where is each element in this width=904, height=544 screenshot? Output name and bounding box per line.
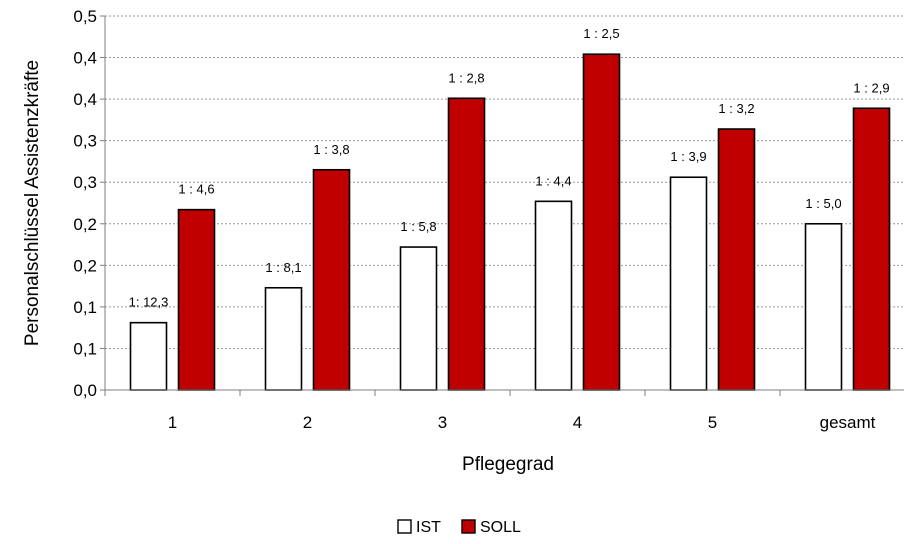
y-tick-label: 0,3 <box>73 173 97 192</box>
bar-ist <box>534 200 573 391</box>
y-tick-label: 0,0 <box>73 381 97 400</box>
bar-ist <box>264 286 303 391</box>
bar-soll <box>447 97 486 391</box>
data-label: 1 : 8,1 <box>265 260 301 275</box>
bars <box>129 53 891 391</box>
y-tick-label: 0,5 <box>73 7 97 26</box>
x-tick-labels: 1 2 3 4 5 gesamt <box>168 413 876 432</box>
data-label: 1 : 2,8 <box>448 70 484 85</box>
legend: IST SOLL <box>397 519 521 536</box>
bar-ist <box>399 246 438 391</box>
legend-swatch-ist <box>397 519 412 534</box>
data-label: 1 : 3,2 <box>718 101 754 116</box>
y-tick-labels: 0,0 0,1 0,1 0,2 0,2 0,3 0,3 0,4 0,4 0,5 <box>73 7 97 400</box>
bar-ist <box>804 222 843 391</box>
x-tick-label: 3 <box>438 413 447 432</box>
y-tick-label: 0,2 <box>73 256 97 275</box>
x-tick-label: 5 <box>708 413 717 432</box>
bar-soll <box>312 168 351 391</box>
data-label: 1 : 5,0 <box>805 196 841 211</box>
y-tick-label: 0,1 <box>73 298 97 317</box>
x-tick-label: 1 <box>168 413 177 432</box>
x-axis-title: Pflegegrad <box>462 454 554 475</box>
y-tick-label: 0,1 <box>73 339 97 358</box>
bar-soll <box>852 107 891 391</box>
legend-label: IST <box>416 519 441 536</box>
data-label: 1 : 5,8 <box>400 219 436 234</box>
y-tick-label: 0,2 <box>73 215 97 234</box>
bar-soll <box>717 128 756 391</box>
bar-soll <box>582 53 621 391</box>
x-tick-label: gesamt <box>820 413 876 432</box>
data-labels: 1: 12,3 1 : 4,6 1 : 8,1 1 : 3,8 1 : 5,8 1 : 2… <box>129 26 890 309</box>
legend-swatch-soll <box>461 519 476 534</box>
data-label: 1 : 4,4 <box>535 173 571 188</box>
y-tick-label: 0,3 <box>73 132 97 151</box>
data-label: 1 : 2,9 <box>853 80 889 95</box>
legend-label: SOLL <box>480 519 521 536</box>
x-tick-label: 4 <box>573 413 582 432</box>
bar-ist <box>669 176 708 391</box>
gridlines <box>105 15 904 349</box>
data-label: 1 : 3,8 <box>313 142 349 157</box>
y-axis-title: Personalschlüssel Assistenzkräfte <box>22 60 43 346</box>
y-tick-label: 0,4 <box>73 90 97 109</box>
axes <box>100 15 904 396</box>
data-label: 1 : 3,9 <box>670 149 706 164</box>
x-tick-label: 2 <box>303 413 312 432</box>
data-label: 1 : 4,6 <box>178 182 214 197</box>
y-tick-label: 0,4 <box>73 49 97 68</box>
bar-ist <box>129 321 168 391</box>
bar-soll <box>177 208 216 391</box>
data-label: 1: 12,3 <box>129 295 169 310</box>
data-label: 1 : 2,5 <box>583 26 619 41</box>
